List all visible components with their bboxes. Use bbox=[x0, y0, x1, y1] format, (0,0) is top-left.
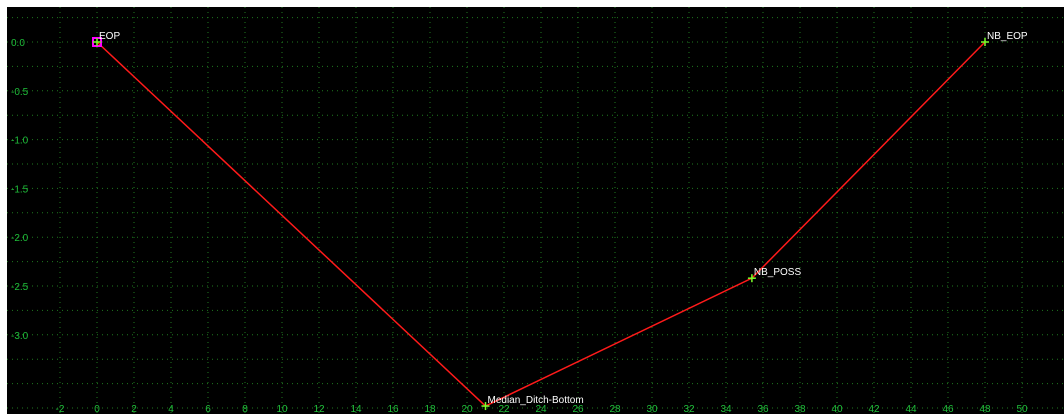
profile-point[interactable]: Median_Ditch-Bottom bbox=[481, 395, 584, 411]
x-tick-label: 12 bbox=[313, 404, 325, 414]
x-tick-label: 30 bbox=[646, 404, 658, 414]
x-tick-label: 10 bbox=[276, 404, 288, 414]
x-tick-label: 28 bbox=[609, 404, 621, 414]
x-tick-label: 32 bbox=[683, 404, 695, 414]
point-label: NB_POSS bbox=[754, 267, 802, 278]
y-tick-label: -1.0 bbox=[11, 136, 29, 147]
x-tick-label: 20 bbox=[461, 404, 473, 414]
x-tick-label: 6 bbox=[205, 404, 211, 414]
profile-line-layer bbox=[96, 41, 986, 407]
point-label: NB_EOP bbox=[987, 31, 1028, 42]
x-tick-label: 42 bbox=[868, 404, 880, 414]
grid-layer bbox=[7, 7, 1064, 414]
y-tick-label: -2.0 bbox=[11, 233, 29, 244]
y-tick-label: -0.5 bbox=[11, 87, 29, 98]
x-tick-label: 18 bbox=[424, 404, 436, 414]
x-tick-label: 2 bbox=[131, 404, 137, 414]
point-label: EOP bbox=[99, 31, 120, 42]
x-tick-label: 50 bbox=[1016, 404, 1028, 414]
x-tick-label: 38 bbox=[794, 404, 806, 414]
x-tick-label: 4 bbox=[168, 404, 174, 414]
x-tick-label: 14 bbox=[350, 404, 362, 414]
profile-points-layer[interactable]: EOP Median_Ditch-Bottom NB_POSS NB_EOP bbox=[92, 31, 1028, 411]
profile-point[interactable]: NB_EOP bbox=[981, 31, 1028, 46]
cross-section-viewport[interactable]: 0.0 -0.5 -1.0 -1.5 -2.0 -2.5 -3.0 -2 0 2 4 6 8 10 12 1… bbox=[7, 7, 1064, 414]
y-tick-label: -2.5 bbox=[11, 282, 29, 293]
x-tick-labels: -2 0 2 4 6 8 10 12 14 16 18 20 22 24 26 28 30 32 34 36 38 40 4… bbox=[56, 404, 1028, 414]
x-tick-label: 26 bbox=[572, 404, 584, 414]
x-tick-label: 24 bbox=[535, 404, 547, 414]
profile-point[interactable]: EOP bbox=[92, 31, 120, 47]
y-tick-label: -3.0 bbox=[11, 331, 29, 342]
point-label: Median_Ditch-Bottom bbox=[488, 395, 584, 406]
x-tick-label: 34 bbox=[720, 404, 732, 414]
profile-chart[interactable]: 0.0-0.5-1.0-1.5-2.0-2.5-3.0 -2 0 2 4 6 8 10 12 1… bbox=[7, 7, 1064, 414]
x-tick-label: -2 bbox=[56, 404, 65, 414]
x-tick-label: 44 bbox=[905, 404, 917, 414]
x-tick-label: 46 bbox=[942, 404, 954, 414]
x-tick-label: 0 bbox=[94, 404, 100, 414]
y-tick-labels: 0.0 -0.5 -1.0 -1.5 -2.0 -2.5 -3.0 bbox=[11, 38, 29, 342]
x-tick-label: 22 bbox=[498, 404, 510, 414]
x-tick-label: 48 bbox=[979, 404, 991, 414]
x-tick-label: 40 bbox=[831, 404, 843, 414]
profile-line[interactable] bbox=[96, 41, 986, 407]
x-tick-label: 16 bbox=[387, 404, 399, 414]
profile-point[interactable]: NB_POSS bbox=[747, 267, 802, 283]
x-tick-label: 8 bbox=[242, 404, 248, 414]
y-tick-label: 0.0 bbox=[11, 38, 25, 49]
x-tick-label: 36 bbox=[757, 404, 769, 414]
y-tick-label: -1.5 bbox=[11, 184, 29, 195]
